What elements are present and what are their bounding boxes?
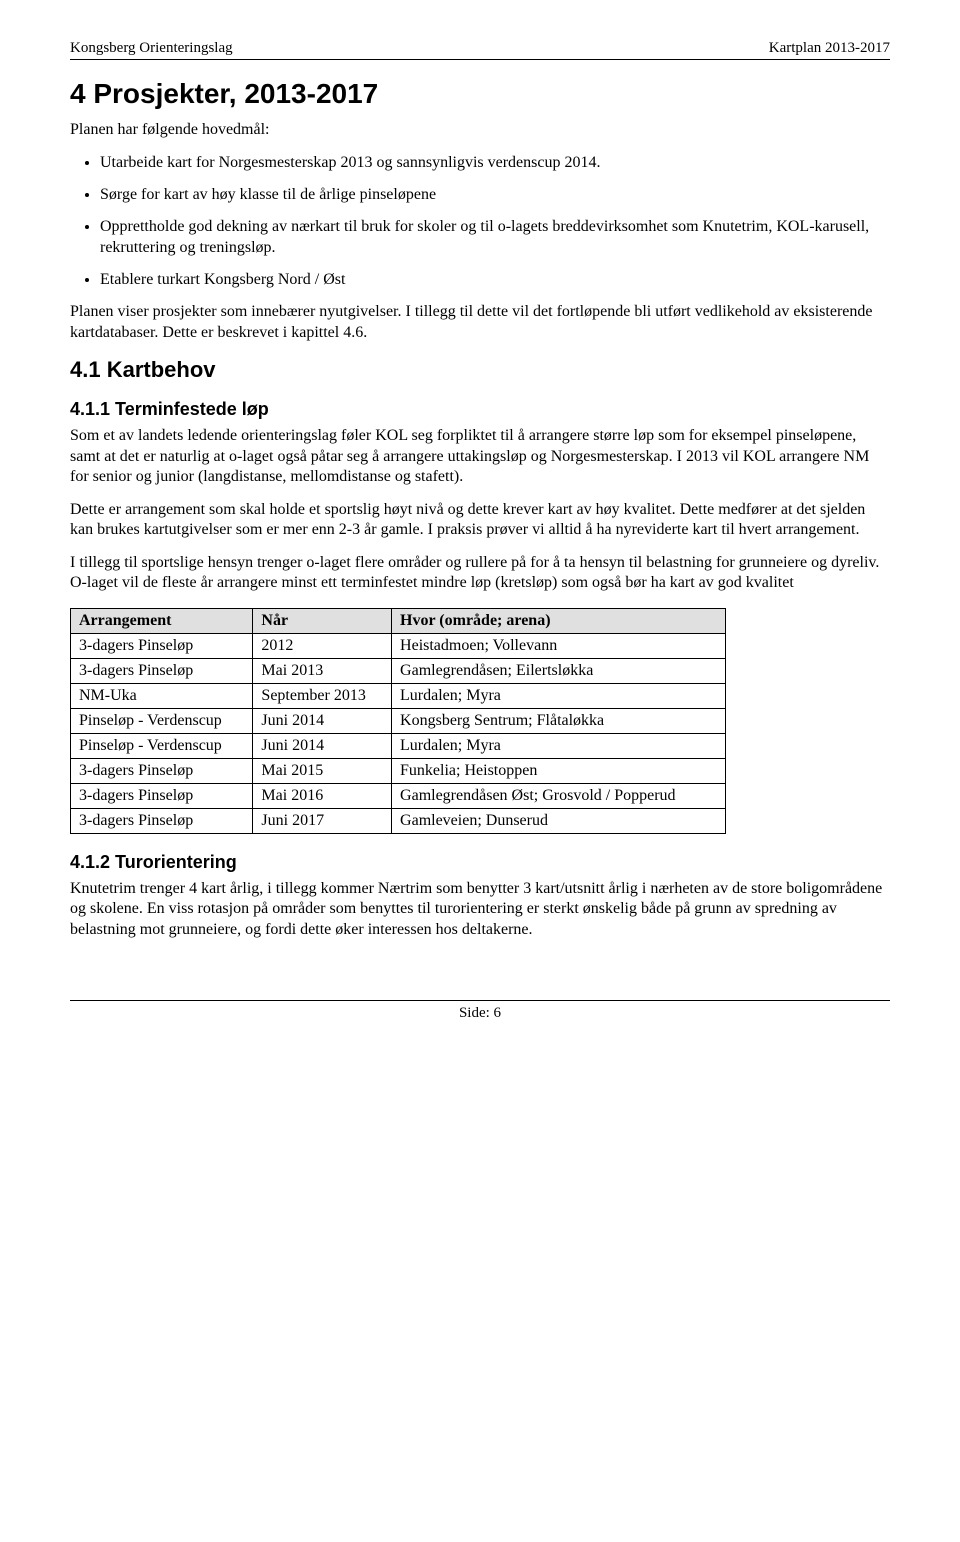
list-item: Etablere turkart Kongsberg Nord / Øst xyxy=(100,269,890,291)
table-cell: Pinseløp - Verdenscup xyxy=(71,708,253,733)
intro-paragraph: Planen har følgende hovedmål: xyxy=(70,120,890,140)
body-paragraph: I tillegg til sportslige hensyn trenger … xyxy=(70,553,890,594)
table-cell: Funkelia; Heistoppen xyxy=(392,758,726,783)
list-item: Sørge for kart av høy klasse til de årli… xyxy=(100,184,890,206)
section-heading-4-1-2: 4.1.2 Turorientering xyxy=(70,852,890,873)
table-row: NM-UkaSeptember 2013Lurdalen; Myra xyxy=(71,683,726,708)
table-row: 3-dagers PinseløpMai 2016Gamlegrendåsen … xyxy=(71,783,726,808)
goals-list: Utarbeide kart for Norgesmesterskap 2013… xyxy=(100,152,890,290)
section-heading-4-1-1: 4.1.1 Terminfestede løp xyxy=(70,399,890,420)
table-header-cell: Arrangement xyxy=(71,608,253,633)
table-row: 3-dagers PinseløpMai 2013Gamlegrendåsen;… xyxy=(71,658,726,683)
table-cell: Pinseløp - Verdenscup xyxy=(71,733,253,758)
table-cell: Lurdalen; Myra xyxy=(392,733,726,758)
table-cell: Heistadmoen; Vollevann xyxy=(392,633,726,658)
list-item: Utarbeide kart for Norgesmesterskap 2013… xyxy=(100,152,890,174)
table-header-cell: Hvor (område; arena) xyxy=(392,608,726,633)
table-cell: Lurdalen; Myra xyxy=(392,683,726,708)
table-row: Pinseløp - VerdenscupJuni 2014Lurdalen; … xyxy=(71,733,726,758)
table-cell: Juni 2017 xyxy=(253,808,392,833)
body-paragraph: Planen viser prosjekter som innebærer ny… xyxy=(70,302,890,343)
table-header-cell: Når xyxy=(253,608,392,633)
table-cell: Gamleveien; Dunserud xyxy=(392,808,726,833)
table-cell: Mai 2015 xyxy=(253,758,392,783)
body-paragraph: Knutetrim trenger 4 kart årlig, i tilleg… xyxy=(70,879,890,940)
page-header: Kongsberg Orienteringslag Kartplan 2013-… xyxy=(70,40,890,60)
table-cell: 3-dagers Pinseløp xyxy=(71,783,253,808)
page-footer: Side: 6 xyxy=(70,1000,890,1022)
header-right: Kartplan 2013-2017 xyxy=(769,40,890,57)
table-row: 3-dagers Pinseløp2012Heistadmoen; Vollev… xyxy=(71,633,726,658)
table-cell: Juni 2014 xyxy=(253,733,392,758)
table-cell: 3-dagers Pinseløp xyxy=(71,758,253,783)
table-header-row: Arrangement Når Hvor (område; arena) xyxy=(71,608,726,633)
table-row: 3-dagers PinseløpJuni 2017Gamleveien; Du… xyxy=(71,808,726,833)
page-container: Kongsberg Orienteringslag Kartplan 2013-… xyxy=(0,0,960,1052)
section-heading-4: 4 Prosjekter, 2013-2017 xyxy=(70,78,890,110)
table-cell: Mai 2016 xyxy=(253,783,392,808)
table-cell: 2012 xyxy=(253,633,392,658)
section-heading-4-1: 4.1 Kartbehov xyxy=(70,357,890,383)
table-cell: Juni 2014 xyxy=(253,708,392,733)
table-body: 3-dagers Pinseløp2012Heistadmoen; Vollev… xyxy=(71,633,726,833)
body-paragraph: Som et av landets ledende orienteringsla… xyxy=(70,426,890,487)
table-cell: 3-dagers Pinseløp xyxy=(71,658,253,683)
list-item: Opprettholde god dekning av nærkart til … xyxy=(100,216,890,259)
table-cell: Gamlegrendåsen; Eilertsløkka xyxy=(392,658,726,683)
table-cell: Kongsberg Sentrum; Flåtaløkka xyxy=(392,708,726,733)
table-cell: September 2013 xyxy=(253,683,392,708)
table-cell: NM-Uka xyxy=(71,683,253,708)
table-cell: 3-dagers Pinseløp xyxy=(71,808,253,833)
events-table: Arrangement Når Hvor (område; arena) 3-d… xyxy=(70,608,726,834)
table-row: 3-dagers PinseløpMai 2015Funkelia; Heist… xyxy=(71,758,726,783)
body-paragraph: Dette er arrangement som skal holde et s… xyxy=(70,500,890,541)
table-cell: Mai 2013 xyxy=(253,658,392,683)
table-cell: Gamlegrendåsen Øst; Grosvold / Popperud xyxy=(392,783,726,808)
table-cell: 3-dagers Pinseløp xyxy=(71,633,253,658)
table-row: Pinseløp - VerdenscupJuni 2014Kongsberg … xyxy=(71,708,726,733)
header-left: Kongsberg Orienteringslag xyxy=(70,40,233,57)
